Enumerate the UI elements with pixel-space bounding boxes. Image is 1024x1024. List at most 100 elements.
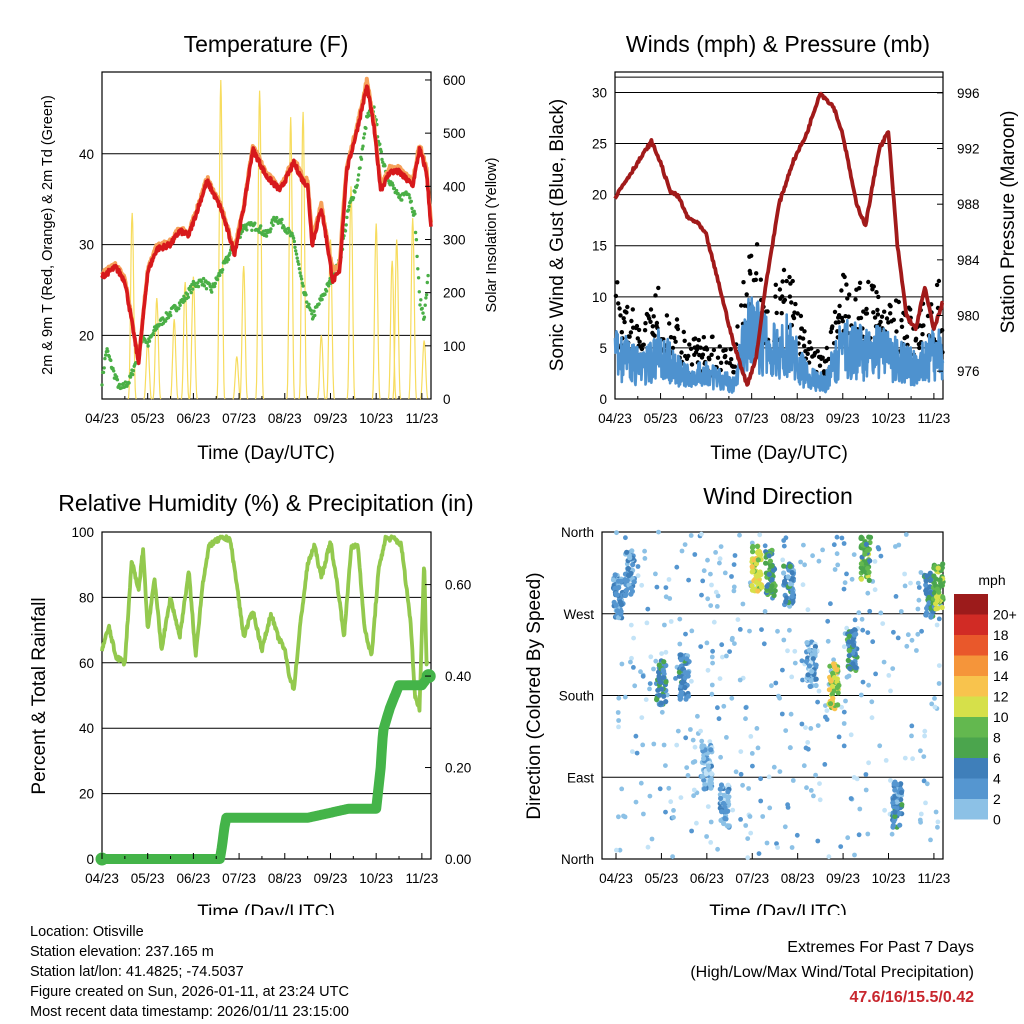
direction-point: [917, 817, 923, 823]
direction-point: [758, 776, 763, 782]
dewpoint-point: [102, 366, 106, 370]
direction-point: [810, 553, 815, 559]
dewpoint-point: [163, 319, 168, 323]
direction-point: [882, 807, 887, 813]
humidity-y2tick-label: 0.60: [445, 578, 471, 593]
direction-point: [936, 681, 942, 686]
gust-point: [615, 280, 620, 285]
dewpoint-point: [131, 372, 135, 377]
dewpoint-point: [264, 234, 269, 238]
solar-insolation-spike: [298, 111, 308, 400]
direction-point: [704, 834, 709, 839]
dewpoint-point: [414, 238, 419, 242]
dewpoint-point: [323, 292, 327, 297]
direction-point: [937, 577, 943, 583]
direction-point: [674, 742, 680, 748]
gust-point: [636, 327, 642, 333]
solar-insolation-spike: [216, 79, 226, 400]
direction-point: [849, 628, 855, 635]
gust-point: [787, 294, 793, 299]
humidity-plot-frame: [101, 531, 432, 860]
direction-point: [834, 684, 841, 690]
dewpoint-point: [201, 276, 206, 281]
direction-point: [749, 583, 755, 589]
direction-point: [845, 835, 851, 841]
solar-insolation-spike: [286, 117, 296, 400]
direction-point: [808, 678, 814, 684]
gust-point: [643, 321, 648, 326]
gust-point: [839, 315, 845, 321]
direction-point: [866, 760, 871, 766]
direction-point: [780, 557, 786, 563]
direction-point: [622, 814, 628, 820]
winds-y2tick-label: 988: [957, 197, 980, 212]
direction-point: [708, 571, 713, 577]
direction-point: [639, 715, 645, 720]
direction-point: [640, 673, 646, 679]
direction-point: [812, 644, 819, 650]
direction-point: [629, 655, 634, 661]
direction-point: [872, 587, 878, 593]
gust-point: [888, 304, 893, 309]
humidity-x-tick-label: 09/23: [314, 871, 348, 886]
direction-point: [667, 596, 673, 601]
winds-ytick-label: 0: [599, 392, 607, 407]
dewpoint-point: [295, 256, 299, 260]
gust-point: [647, 316, 652, 321]
gust-point: [675, 326, 681, 332]
dewpoint-point: [101, 370, 106, 375]
dewpoint-point: [226, 257, 231, 262]
dewpoint-point: [394, 188, 399, 193]
direction-point: [753, 572, 759, 578]
direction-point: [634, 750, 640, 756]
figure-created: Figure created on Sun, 2026-01-11, at 23…: [30, 984, 349, 1000]
direction-point: [856, 832, 862, 838]
direction-point: [755, 588, 761, 594]
direction-point: [673, 676, 678, 681]
dewpoint-point: [218, 273, 222, 278]
gust-point: [674, 317, 680, 322]
direction-point: [678, 795, 684, 800]
gust-point: [749, 253, 754, 258]
direction-point: [825, 638, 831, 644]
direction-point: [831, 657, 836, 663]
direction-point: [926, 594, 932, 601]
gust-point: [913, 336, 919, 341]
dewpoint-point: [353, 190, 357, 194]
solar-insolation-spike: [408, 218, 418, 400]
dewpoint-point: [420, 306, 424, 311]
direction-point: [878, 553, 884, 559]
direction-point: [860, 679, 866, 685]
direction-point: [771, 592, 777, 599]
dewpoint-point: [326, 284, 331, 288]
direction-point: [709, 682, 715, 688]
gust-point: [864, 311, 870, 316]
direction-point: [716, 716, 722, 722]
direction-point: [798, 559, 803, 565]
direction-point: [815, 699, 820, 705]
direction-point: [629, 548, 635, 554]
gust-point: [871, 310, 876, 315]
winds-xlabel: Time (Day/UTC): [710, 443, 848, 464]
direction-point: [628, 622, 634, 628]
direction-point: [671, 808, 676, 813]
direction-point: [737, 532, 742, 538]
direction-point: [789, 674, 795, 680]
winds-x-tick-label: 09/23: [826, 411, 860, 426]
direction-point: [691, 787, 697, 793]
solar-insolation-spike: [143, 340, 153, 400]
direction-x-tick-label: 09/23: [826, 871, 860, 886]
direction-point: [635, 564, 641, 569]
legend-label: 8: [993, 729, 1001, 745]
direction-point: [694, 820, 699, 826]
gust-point: [939, 328, 945, 333]
direction-point: [934, 622, 940, 628]
gust-point: [842, 274, 847, 280]
temperature-y2label: Solar Insolation (Yellow): [484, 157, 500, 312]
direction-point: [683, 631, 688, 637]
gust-point: [681, 329, 686, 335]
humidity-ytick-label: 100: [71, 525, 94, 540]
direction-point: [647, 686, 652, 692]
dewpoint-point: [131, 369, 136, 373]
dewpoint-point: [300, 281, 304, 285]
